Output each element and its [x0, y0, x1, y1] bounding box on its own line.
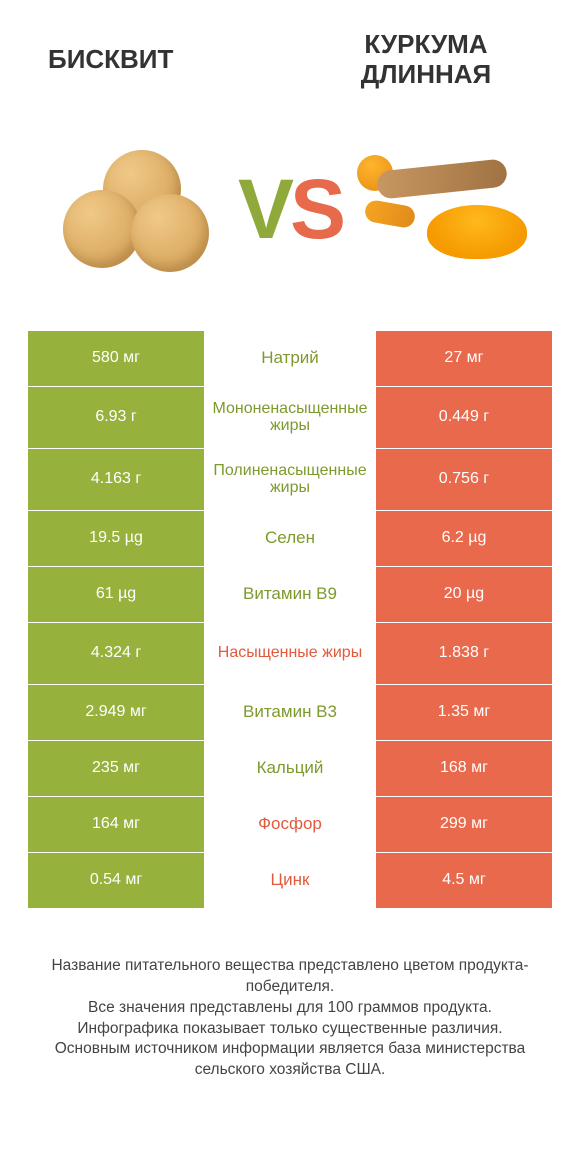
table-row: 0.54 мгЦинк4.5 мг — [28, 852, 552, 908]
value-right: 0.756 г — [376, 449, 552, 510]
title-left: БИСКВИТ — [28, 45, 300, 75]
footer-line-4: Основным источником информации является … — [40, 1039, 540, 1081]
footer-notes: Название питательного вещества представл… — [28, 956, 552, 1082]
value-left: 0.54 мг — [28, 853, 204, 908]
value-left: 4.163 г — [28, 449, 204, 510]
value-left: 61 µg — [28, 567, 204, 622]
value-right: 1.35 мг — [376, 685, 552, 740]
nutrient-label: Кальций — [204, 741, 376, 796]
table-row: 4.163 гПолиненасыщенные жиры0.756 г — [28, 448, 552, 510]
table-row: 19.5 µgСелен6.2 µg — [28, 510, 552, 566]
nutrient-label: Витамин B9 — [204, 567, 376, 622]
nutrient-label: Витамин B3 — [204, 685, 376, 740]
value-left: 164 мг — [28, 797, 204, 852]
vs-label: VS — [238, 161, 342, 258]
table-row: 2.949 мгВитамин B31.35 мг — [28, 684, 552, 740]
value-right: 20 µg — [376, 567, 552, 622]
product-right-image — [342, 155, 542, 265]
table-row: 235 мгКальций168 мг — [28, 740, 552, 796]
value-left: 6.93 г — [28, 387, 204, 448]
value-left: 4.324 г — [28, 623, 204, 684]
value-left: 235 мг — [28, 741, 204, 796]
table-row: 164 мгФосфор299 мг — [28, 796, 552, 852]
value-left: 2.949 мг — [28, 685, 204, 740]
value-right: 4.5 мг — [376, 853, 552, 908]
nutrient-label: Насыщенные жиры — [204, 623, 376, 684]
table-row: 61 µgВитамин B920 µg — [28, 566, 552, 622]
nutrient-label: Полиненасыщенные жиры — [204, 449, 376, 510]
value-right: 27 мг — [376, 331, 552, 386]
vs-v: V — [238, 161, 290, 258]
value-right: 0.449 г — [376, 387, 552, 448]
title-right: КУРКУМА ДЛИННАЯ — [300, 30, 552, 90]
value-right: 6.2 µg — [376, 511, 552, 566]
nutrient-label: Цинк — [204, 853, 376, 908]
hero-row: VS — [28, 130, 552, 290]
value-right: 299 мг — [376, 797, 552, 852]
value-right: 168 мг — [376, 741, 552, 796]
footer-line-2: Все значения представлены для 100 граммо… — [40, 998, 540, 1019]
value-right: 1.838 г — [376, 623, 552, 684]
footer-line-1: Название питательного вещества представл… — [40, 956, 540, 998]
table-row: 580 мгНатрий27 мг — [28, 330, 552, 386]
table-row: 4.324 гНасыщенные жиры1.838 г — [28, 622, 552, 684]
nutrient-label: Фосфор — [204, 797, 376, 852]
value-left: 580 мг — [28, 331, 204, 386]
footer-line-3: Инфографика показывает только существенн… — [40, 1019, 540, 1040]
nutrient-label: Мононенасыщенные жиры — [204, 387, 376, 448]
comparison-table: 580 мгНатрий27 мг6.93 гМононенасыщенные … — [28, 330, 552, 908]
nutrient-label: Натрий — [204, 331, 376, 386]
titles-row: БИСКВИТ КУРКУМА ДЛИННАЯ — [28, 30, 552, 90]
value-left: 19.5 µg — [28, 511, 204, 566]
table-row: 6.93 гМононенасыщенные жиры0.449 г — [28, 386, 552, 448]
nutrient-label: Селен — [204, 511, 376, 566]
vs-s: S — [290, 161, 342, 258]
product-left-image — [38, 150, 238, 270]
